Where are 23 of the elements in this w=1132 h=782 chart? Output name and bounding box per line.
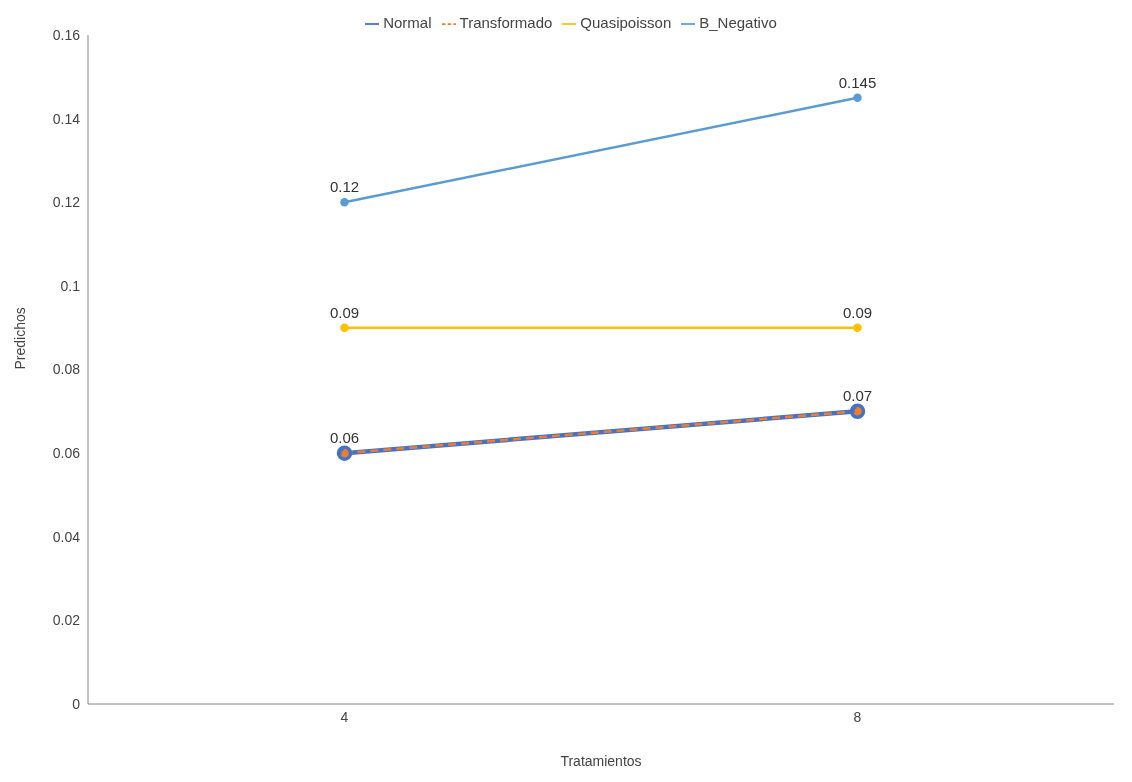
y-tick-label: 0.1 bbox=[60, 277, 81, 294]
data-label: 0.12 bbox=[329, 178, 360, 196]
legend-label: Transformado bbox=[459, 14, 553, 31]
data-label: 0.09 bbox=[842, 303, 873, 321]
y-tick-label: 0 bbox=[72, 695, 81, 712]
data-label: 0.145 bbox=[838, 73, 877, 91]
data-label: 0.07 bbox=[842, 387, 873, 405]
y-tick-label: 0.02 bbox=[52, 612, 81, 629]
data-label: 0.06 bbox=[329, 429, 360, 447]
x-tick-label: 4 bbox=[340, 708, 349, 725]
legend-label: Normal bbox=[383, 14, 432, 31]
data-label: 0.09 bbox=[329, 303, 360, 321]
y-axis-title: Predichos bbox=[11, 307, 28, 370]
y-tick-label: 0.06 bbox=[52, 445, 81, 462]
x-axis-title: Tratamientos bbox=[560, 753, 642, 769]
y-tick-label: 0.16 bbox=[52, 27, 81, 43]
y-tick-label: 0.12 bbox=[52, 194, 81, 211]
x-tick-label: 8 bbox=[853, 708, 862, 725]
y-tick-label: 0.14 bbox=[52, 110, 81, 127]
legend-label: B_Negativo bbox=[699, 14, 777, 31]
y-tick-label: 0.04 bbox=[52, 528, 81, 545]
legend-label: Quasipoisson bbox=[580, 14, 672, 31]
y-tick-label: 0.08 bbox=[52, 361, 81, 378]
